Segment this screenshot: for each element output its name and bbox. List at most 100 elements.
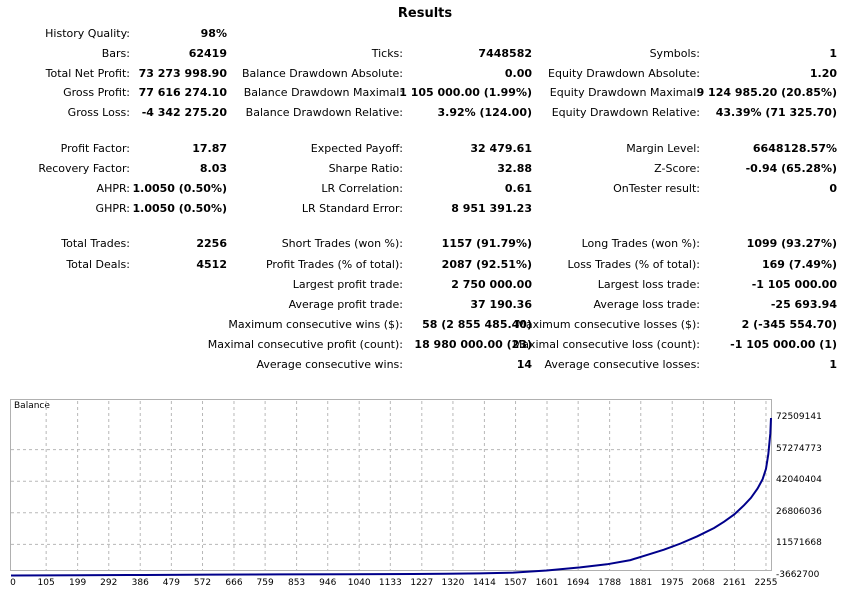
x-tick-label: 1975 bbox=[660, 578, 684, 588]
maximal-consecutive-profit-label: Maximal consecutive profit (count): bbox=[207, 338, 403, 351]
ontester-result-value: 0 bbox=[829, 182, 837, 195]
lr-standard-error-label: LR Standard Error: bbox=[301, 202, 403, 215]
history-quality-value: 98% bbox=[200, 27, 227, 40]
long-trades-label: Long Trades (won %): bbox=[581, 237, 700, 250]
max-consecutive-wins-value: 58 (2 855 485.40) bbox=[422, 318, 532, 331]
average-consecutive-wins-label: Average consecutive wins: bbox=[256, 358, 403, 371]
largest-loss-trade-label: Largest loss trade: bbox=[597, 278, 700, 291]
maximal-consecutive-profit-value: 18 980 000.00 (23) bbox=[414, 338, 532, 351]
x-tick-label: 1227 bbox=[410, 578, 434, 588]
lr-correlation-value: 0.61 bbox=[504, 182, 532, 195]
profit-trades-value: 2087 (92.51%) bbox=[441, 258, 532, 271]
sharpe-ratio-value: 32.88 bbox=[497, 162, 532, 175]
loss-trades-label: Loss Trades (% of total): bbox=[567, 258, 700, 271]
y-tick-label: 72509141 bbox=[776, 412, 822, 422]
ontester-result-label: OnTester result: bbox=[613, 182, 700, 195]
lr-correlation-label: LR Correlation: bbox=[321, 182, 403, 195]
average-consecutive-losses-label: Average consecutive losses: bbox=[544, 358, 700, 371]
equity-drawdown-absolute-label: Equity Drawdown Absolute: bbox=[548, 67, 700, 80]
x-tick-label: 1040 bbox=[347, 578, 371, 588]
gross-profit-label: Gross Profit: bbox=[63, 86, 130, 99]
total-net-profit-label: Total Net Profit: bbox=[45, 67, 130, 80]
x-tick-label: 1133 bbox=[378, 578, 402, 588]
symbols-label: Symbols: bbox=[649, 47, 700, 60]
ahpr-label: AHPR: bbox=[96, 182, 130, 195]
average-loss-trade-value: -25 693.94 bbox=[770, 298, 837, 311]
profit-factor-label: Profit Factor: bbox=[60, 142, 130, 155]
report-title: Results bbox=[397, 6, 453, 21]
x-tick-label: 1601 bbox=[535, 578, 559, 588]
bars-label: Bars: bbox=[101, 47, 130, 60]
x-tick-label: 946 bbox=[319, 578, 337, 588]
ticks-label: Ticks: bbox=[371, 47, 403, 60]
x-tick-label: 666 bbox=[225, 578, 243, 588]
equity-drawdown-relative-value: 43.39% (71 325.70) bbox=[715, 106, 837, 119]
balance-drawdown-maximal-value: 1 105 000.00 (1.99%) bbox=[399, 86, 532, 99]
equity-drawdown-maximal-label: Equity Drawdown Maximal: bbox=[549, 86, 700, 99]
y-tick-label: 57274773 bbox=[776, 443, 822, 454]
largest-loss-trade-value: -1 105 000.00 bbox=[751, 278, 837, 291]
x-tick-label: 1788 bbox=[598, 578, 622, 588]
balance-drawdown-absolute-label: Balance Drawdown Absolute: bbox=[241, 67, 403, 80]
maximal-consecutive-loss-value: -1 105 000.00 (1) bbox=[730, 338, 837, 351]
max-consecutive-losses-label: Maximum consecutive losses ($): bbox=[516, 318, 700, 331]
x-tick-label: 1507 bbox=[504, 578, 527, 588]
x-tick-label: 199 bbox=[69, 578, 87, 588]
recovery-factor-value: 8.03 bbox=[199, 162, 227, 175]
max-consecutive-losses-value: 2 (-345 554.70) bbox=[741, 318, 837, 331]
average-profit-trade-label: Average profit trade: bbox=[288, 298, 403, 311]
average-profit-trade-value: 37 190.36 bbox=[470, 298, 532, 311]
x-tick-label: 2255 bbox=[754, 578, 778, 588]
z-score-value: -0.94 (65.28%) bbox=[745, 162, 837, 175]
average-consecutive-losses-value: 1 bbox=[829, 358, 837, 371]
short-trades-label: Short Trades (won %): bbox=[281, 237, 403, 250]
x-tick-label: 572 bbox=[193, 578, 212, 588]
x-tick-label: 2068 bbox=[691, 578, 715, 588]
gross-loss-label: Gross Loss: bbox=[67, 106, 130, 119]
balance-series-line bbox=[10, 417, 772, 577]
loss-trades-value: 169 (7.49%) bbox=[761, 258, 837, 271]
long-trades-value: 1099 (93.27%) bbox=[746, 237, 837, 250]
x-tick-label: 105 bbox=[37, 578, 55, 588]
x-tick-label: 759 bbox=[256, 578, 274, 588]
gross-loss-value: -4 342 275.20 bbox=[141, 106, 227, 119]
recovery-factor-label: Recovery Factor: bbox=[38, 162, 130, 175]
total-trades-label: Total Trades: bbox=[61, 237, 130, 250]
total-deals-value: 4512 bbox=[196, 258, 227, 271]
profit-trades-label: Profit Trades (% of total): bbox=[265, 258, 403, 271]
sharpe-ratio-label: Sharpe Ratio: bbox=[328, 162, 403, 175]
short-trades-value: 1157 (91.79%) bbox=[441, 237, 532, 250]
total-deals-label: Total Deals: bbox=[66, 258, 130, 271]
margin-level-value: 6648128.57% bbox=[752, 142, 837, 155]
x-tick-label: 2161 bbox=[723, 578, 746, 588]
balance-drawdown-maximal-label: Balance Drawdown Maximal: bbox=[243, 86, 403, 99]
average-consecutive-wins-value: 14 bbox=[516, 358, 532, 371]
ghpr-label: GHPR: bbox=[95, 202, 130, 215]
balance-drawdown-relative-value: 3.92% (124.00) bbox=[437, 106, 533, 119]
ghpr-value: 1.0050 (0.50%) bbox=[132, 202, 228, 215]
largest-profit-trade-label: Largest profit trade: bbox=[292, 278, 403, 291]
y-tick-label: 11571668 bbox=[776, 538, 822, 549]
expected-payoff-label: Expected Payoff: bbox=[310, 142, 403, 155]
balance-drawdown-absolute-value: 0.00 bbox=[504, 67, 532, 80]
balance-chart-frame bbox=[10, 399, 772, 571]
history-quality-label: History Quality: bbox=[45, 27, 130, 40]
profit-factor-value: 17.87 bbox=[192, 142, 227, 155]
x-tick-label: 1881 bbox=[629, 578, 653, 588]
x-tick-label: 853 bbox=[287, 578, 306, 588]
x-tick-label: 1694 bbox=[566, 578, 590, 588]
total-net-profit-value: 73 273 998.90 bbox=[138, 67, 227, 80]
lr-standard-error-value: 8 951 391.23 bbox=[451, 202, 532, 215]
balance-drawdown-relative-label: Balance Drawdown Relative: bbox=[245, 106, 403, 119]
gross-profit-value: 77 616 274.10 bbox=[138, 86, 227, 99]
max-consecutive-wins-label: Maximum consecutive wins ($): bbox=[228, 318, 403, 331]
ticks-value: 7448582 bbox=[478, 47, 532, 60]
x-tick-label: 0 bbox=[10, 578, 16, 588]
expected-payoff-value: 32 479.61 bbox=[470, 142, 532, 155]
y-tick-label: 42040404 bbox=[776, 475, 822, 486]
ahpr-value: 1.0050 (0.50%) bbox=[132, 182, 228, 195]
x-tick-label: 479 bbox=[162, 578, 180, 588]
margin-level-label: Margin Level: bbox=[626, 142, 700, 155]
x-tick-label: 292 bbox=[100, 578, 118, 588]
